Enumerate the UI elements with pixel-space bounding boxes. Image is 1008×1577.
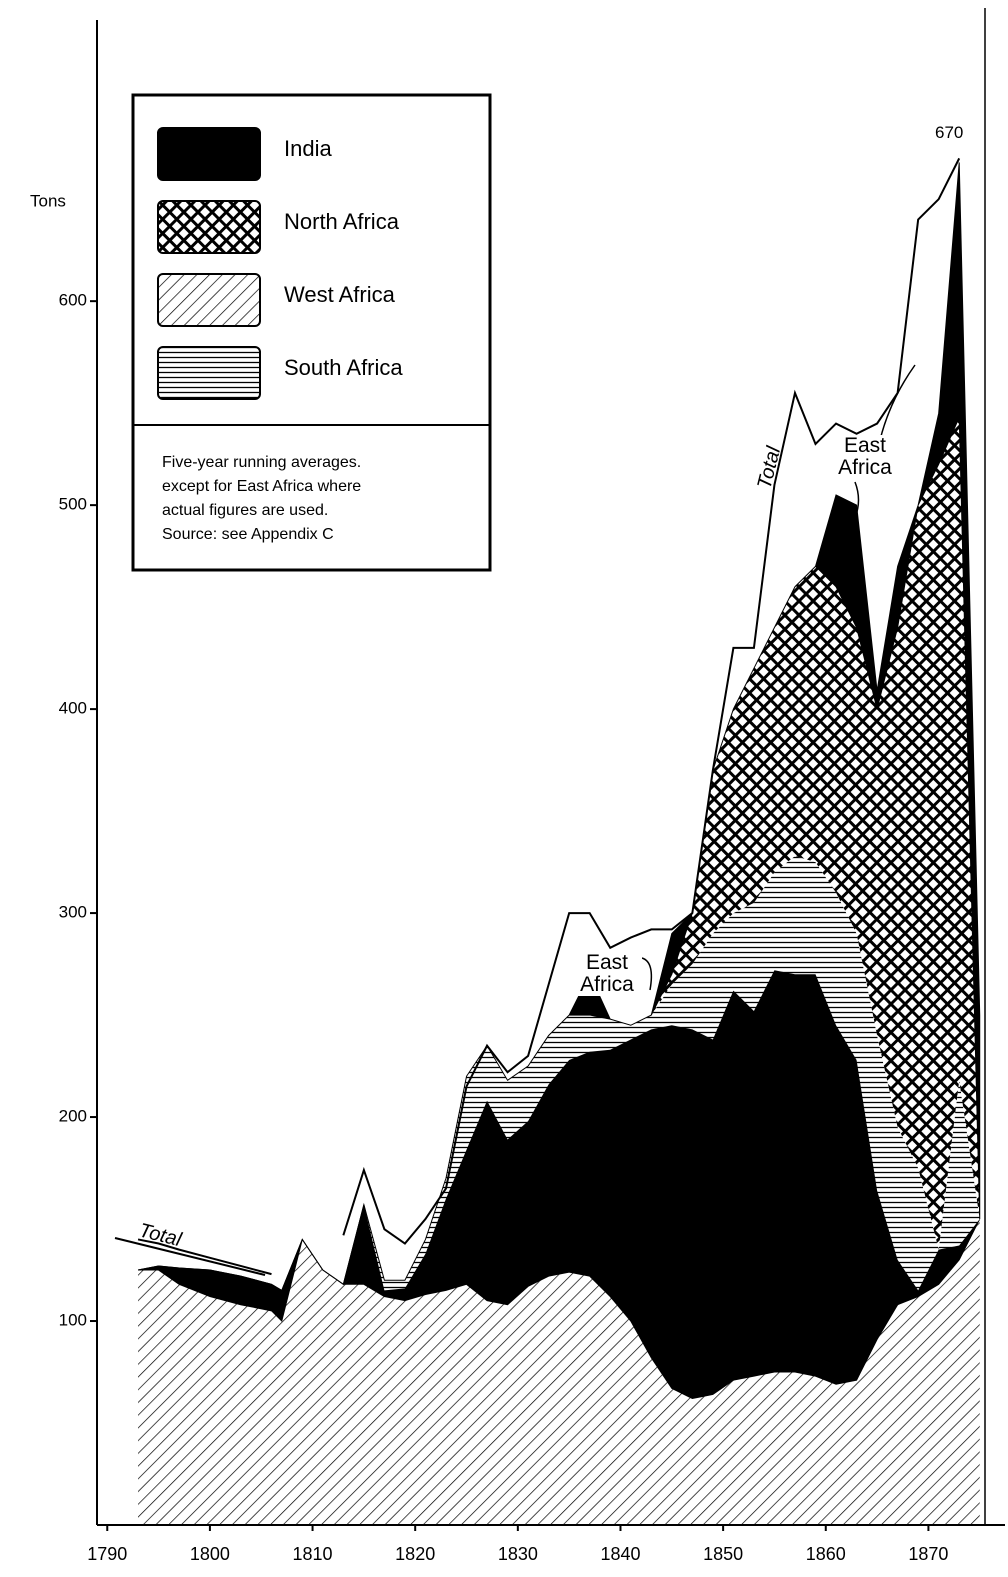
legend-note: actual figures are used. [162, 502, 328, 519]
legend-label: West Africa [284, 282, 396, 307]
area-east-africa [137, 162, 981, 1292]
x-tick-label: 1860 [806, 1544, 846, 1564]
y-axis-label: Tons [30, 191, 66, 210]
y-tick-label: 400 [59, 699, 87, 718]
total-label: Total [753, 444, 785, 491]
annotation-arrow [854, 481, 860, 519]
legend-swatch [157, 273, 261, 327]
area-west-africa [138, 1219, 980, 1525]
legend: India North Africa West Africa South Africa… [131, 93, 492, 572]
x-tick-label: 1800 [190, 1544, 230, 1564]
x-tick-label: 1820 [395, 1544, 435, 1564]
area-north-africa [138, 417, 980, 1291]
x-tick-label: 1840 [600, 1544, 640, 1564]
legend-label: India [284, 136, 332, 161]
total-value-label: 670 [935, 123, 963, 142]
x-tick-label: 1830 [498, 1544, 538, 1564]
east-africa-label: East Africa [830, 435, 900, 479]
y-tick-label: 300 [59, 903, 87, 922]
y-tick-label: 200 [59, 1107, 87, 1126]
x-tick-label: 1850 [703, 1544, 743, 1564]
total-line [137, 1238, 272, 1276]
legend-swatch [157, 127, 261, 181]
legend-note: Five-year running averages. [162, 454, 361, 471]
plot-area [137, 162, 981, 1525]
y-tick-label: 100 [59, 1311, 87, 1330]
legend-note: except for East Africa where [162, 478, 361, 495]
legend-label: South Africa [284, 355, 403, 380]
area-south-africa [138, 855, 980, 1291]
y-tick-label: 500 [59, 495, 87, 514]
total-pointer [114, 1237, 266, 1276]
legend-label: North Africa [284, 209, 400, 234]
total-line [342, 157, 961, 1245]
total-label: Total [137, 1219, 184, 1251]
legend-swatch [157, 346, 261, 400]
legend-swatch [157, 200, 261, 254]
y-tick-label: 600 [59, 291, 87, 310]
annotation-arrow [879, 364, 916, 441]
legend-note: Source: see Appendix C [162, 526, 334, 543]
x-tick-label: 1790 [87, 1544, 127, 1564]
annotation-arrow [641, 957, 653, 991]
x-tick-label: 1870 [908, 1544, 948, 1564]
east-africa-label: East Africa [572, 952, 642, 996]
x-tick-label: 1810 [293, 1544, 333, 1564]
